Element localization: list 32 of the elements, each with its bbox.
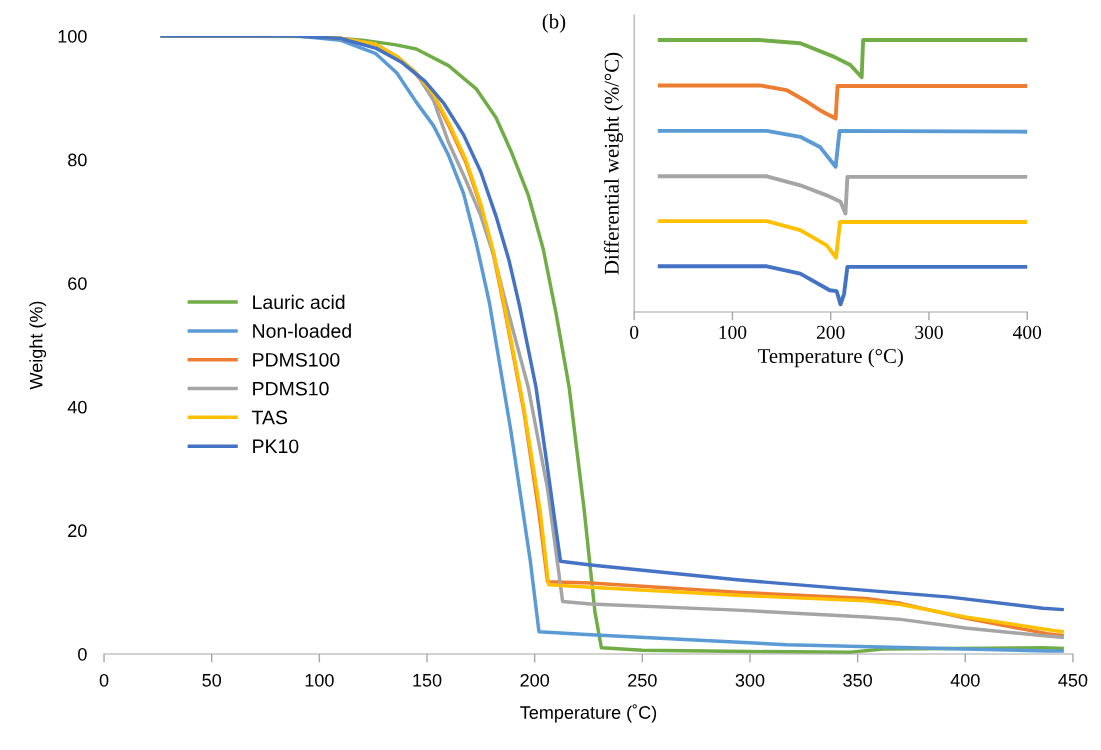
legend-label: PDMS10 (253, 381, 329, 396)
x-tick-label: 450 (1058, 673, 1088, 687)
text: (b) (542, 13, 566, 33)
x-axis-title: Temperature (˚C) (520, 704, 657, 723)
x-tick-label: 300 (735, 673, 765, 687)
legend-label: Lauric acid (253, 294, 345, 310)
legend-label: PDMS100 (253, 352, 340, 367)
legend-label: TAS (252, 410, 288, 425)
y-tick-label: 0 (78, 647, 87, 661)
x-tick-label: 350 (843, 673, 872, 687)
x-tick-label: 50 (202, 673, 222, 687)
x-tick-label: 100 (305, 673, 334, 687)
x-tick-label: 400 (950, 673, 980, 687)
x-tick-label: 0 (630, 325, 639, 339)
x-axis-title: Temperature (°C) (757, 348, 903, 368)
y-tick-label: 100 (58, 29, 87, 43)
x-tick-label: 0 (99, 673, 109, 687)
x-tick-label: 100 (719, 325, 747, 339)
y-tick-label: 20 (68, 524, 87, 538)
y-axis-title: Differential weight (%/°C) (603, 52, 624, 275)
x-tick-label: 200 (520, 673, 550, 687)
y-axis-title: Weight (%) (29, 301, 47, 390)
x-tick-label: 200 (816, 325, 845, 339)
y-tick-label: 40 (67, 400, 87, 414)
legend-label: Non-loaded (253, 323, 351, 338)
x-tick-label: 300 (915, 325, 943, 339)
y-tick-label: 80 (68, 153, 87, 167)
x-tick-label: 150 (413, 673, 442, 687)
y-tick-label: 60 (68, 277, 87, 290)
x-tick-label: 250 (628, 673, 657, 687)
x-tick-label: 400 (1013, 325, 1042, 339)
legend-label: PK10 (253, 439, 299, 454)
